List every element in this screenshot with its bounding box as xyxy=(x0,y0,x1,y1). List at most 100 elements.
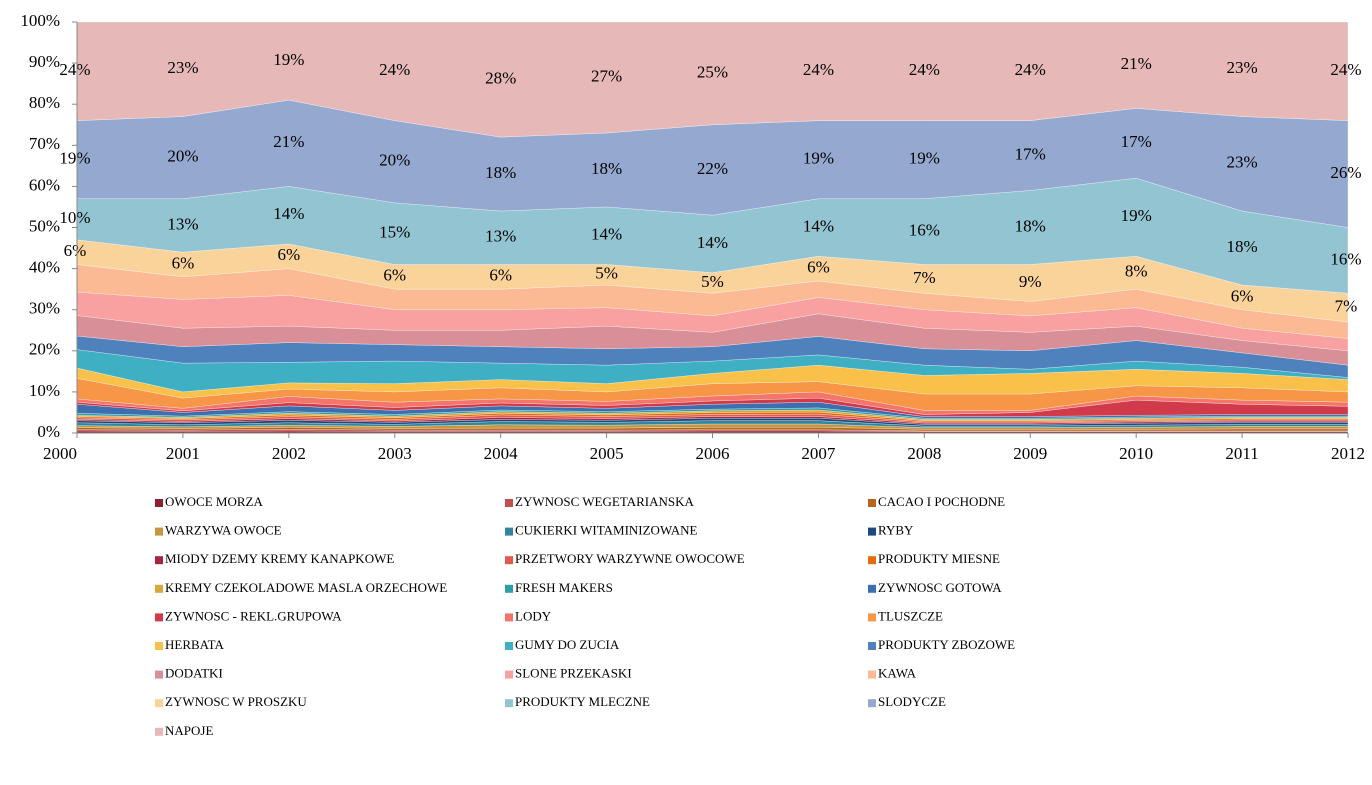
data-label: 6% xyxy=(489,266,512,285)
data-label: 14% xyxy=(273,204,304,223)
legend-label: NAPOJE xyxy=(165,723,213,738)
legend-swatch xyxy=(155,584,163,593)
x-tick-label: 2010 xyxy=(1119,444,1153,463)
legend-label: RYBY xyxy=(878,523,914,538)
legend-label: PRODUKTY MLECZNE xyxy=(515,694,650,709)
data-label: 18% xyxy=(1015,216,1046,235)
data-label: 14% xyxy=(591,225,622,244)
legend-swatch xyxy=(505,670,513,679)
data-label: 20% xyxy=(379,151,410,170)
data-label: 10% xyxy=(59,208,90,227)
x-tick-label: 2012 xyxy=(1331,444,1365,463)
legend-label: HERBATA xyxy=(165,637,225,652)
area xyxy=(76,21,1349,138)
legend-swatch xyxy=(505,613,513,622)
legend-swatch xyxy=(155,699,163,708)
data-label: 19% xyxy=(803,149,834,168)
y-tick-label: 10% xyxy=(29,381,60,400)
legend-label: OWOCE MORZA xyxy=(165,494,263,509)
data-label: 14% xyxy=(697,233,728,252)
legend-swatch xyxy=(868,670,876,679)
legend-label: ZYWNOSC - REKL.GRUPOWA xyxy=(165,608,342,623)
data-label: 13% xyxy=(485,227,516,246)
data-label: 20% xyxy=(167,147,198,166)
legend-label: KREMY CZEKOLADOWE MASLA ORZECHOWE xyxy=(165,580,447,595)
data-label: 6% xyxy=(172,253,195,272)
data-label: 17% xyxy=(1121,132,1152,151)
data-label: 6% xyxy=(277,245,300,264)
x-tick-label: 2009 xyxy=(1013,444,1047,463)
y-tick-label: 30% xyxy=(29,299,60,318)
x-tick-label: 2007 xyxy=(801,444,836,463)
legend-label: PRODUKTY MIESNE xyxy=(878,551,1000,566)
legend-label: ZYWNOSC WEGETARIANSKA xyxy=(515,494,695,509)
legend-swatch xyxy=(868,499,876,507)
y-tick-label: 80% xyxy=(29,93,60,112)
legend-label: TLUSZCZE xyxy=(878,608,943,623)
legend-label: DODATKI xyxy=(165,666,223,681)
legend-label: ZYWNOSC W PROSZKU xyxy=(165,694,307,709)
data-label: 5% xyxy=(595,264,618,283)
legend-swatch xyxy=(505,556,513,565)
x-tick-label: 2001 xyxy=(166,444,200,463)
legend-label: CACAO I POCHODNE xyxy=(878,494,1005,509)
legend-label: PRZETWORY WARZYWNE OWOCOWE xyxy=(515,551,745,566)
data-label: 9% xyxy=(1019,272,1042,291)
x-tick-label: 2008 xyxy=(907,444,941,463)
x-tick-label: 2003 xyxy=(378,444,412,463)
legend-label: KAWA xyxy=(878,666,917,681)
legend-swatch xyxy=(868,699,876,708)
y-tick-label: 40% xyxy=(29,258,60,277)
legend-swatch xyxy=(868,642,876,650)
legend-label: WARZYWA OWOCE xyxy=(165,523,282,538)
y-tick-label: 50% xyxy=(29,216,60,235)
legend-label: SLODYCZE xyxy=(878,694,946,709)
legend-swatch xyxy=(505,642,513,650)
legend-swatch xyxy=(505,699,513,708)
data-label: 6% xyxy=(1231,286,1254,305)
legend-swatch xyxy=(505,584,513,593)
legend-label: PRODUKTY ZBOZOWE xyxy=(878,637,1015,652)
data-label: 16% xyxy=(1330,249,1361,268)
data-label: 28% xyxy=(485,68,516,87)
data-label: 24% xyxy=(59,60,90,79)
data-label: 26% xyxy=(1330,163,1361,182)
legend-swatch xyxy=(155,613,163,622)
data-label: 24% xyxy=(379,60,410,79)
legend-swatch xyxy=(155,642,163,650)
legend-swatch xyxy=(868,613,876,622)
y-tick-label: 60% xyxy=(29,175,60,194)
data-label: 18% xyxy=(1226,237,1257,256)
x-tick-label: 2011 xyxy=(1225,444,1258,463)
legend-swatch xyxy=(868,584,876,593)
data-label: 5% xyxy=(701,272,724,291)
y-tick-label: 0% xyxy=(37,422,60,441)
data-label: 21% xyxy=(273,132,304,151)
data-label: 14% xyxy=(803,216,834,235)
data-label: 23% xyxy=(1226,153,1257,172)
data-label: 6% xyxy=(64,241,87,260)
data-label: 19% xyxy=(1121,206,1152,225)
legend-label: SLONE PRZEKASKI xyxy=(515,666,632,681)
data-label: 15% xyxy=(379,223,410,242)
x-tick-label: 2006 xyxy=(696,444,730,463)
data-label: 24% xyxy=(803,60,834,79)
legend-label: CUKIERKI WITAMINIZOWANE xyxy=(515,523,698,538)
legend-swatch xyxy=(868,556,876,565)
data-label: 23% xyxy=(167,58,198,77)
legend-swatch xyxy=(155,556,163,565)
data-label: 27% xyxy=(591,66,622,85)
data-label: 24% xyxy=(1330,60,1361,79)
data-label: 16% xyxy=(909,221,940,240)
data-label: 21% xyxy=(1121,54,1152,73)
data-label: 24% xyxy=(1015,60,1046,79)
data-label: 25% xyxy=(697,62,728,81)
legend-swatch xyxy=(868,527,876,536)
legend-label: ZYWNOSC GOTOWA xyxy=(878,580,1002,595)
data-label: 6% xyxy=(383,266,406,285)
legend-swatch xyxy=(505,527,513,536)
legend-swatch xyxy=(155,727,163,736)
legend-swatch xyxy=(155,670,163,679)
x-tick-label: 2004 xyxy=(484,444,519,463)
